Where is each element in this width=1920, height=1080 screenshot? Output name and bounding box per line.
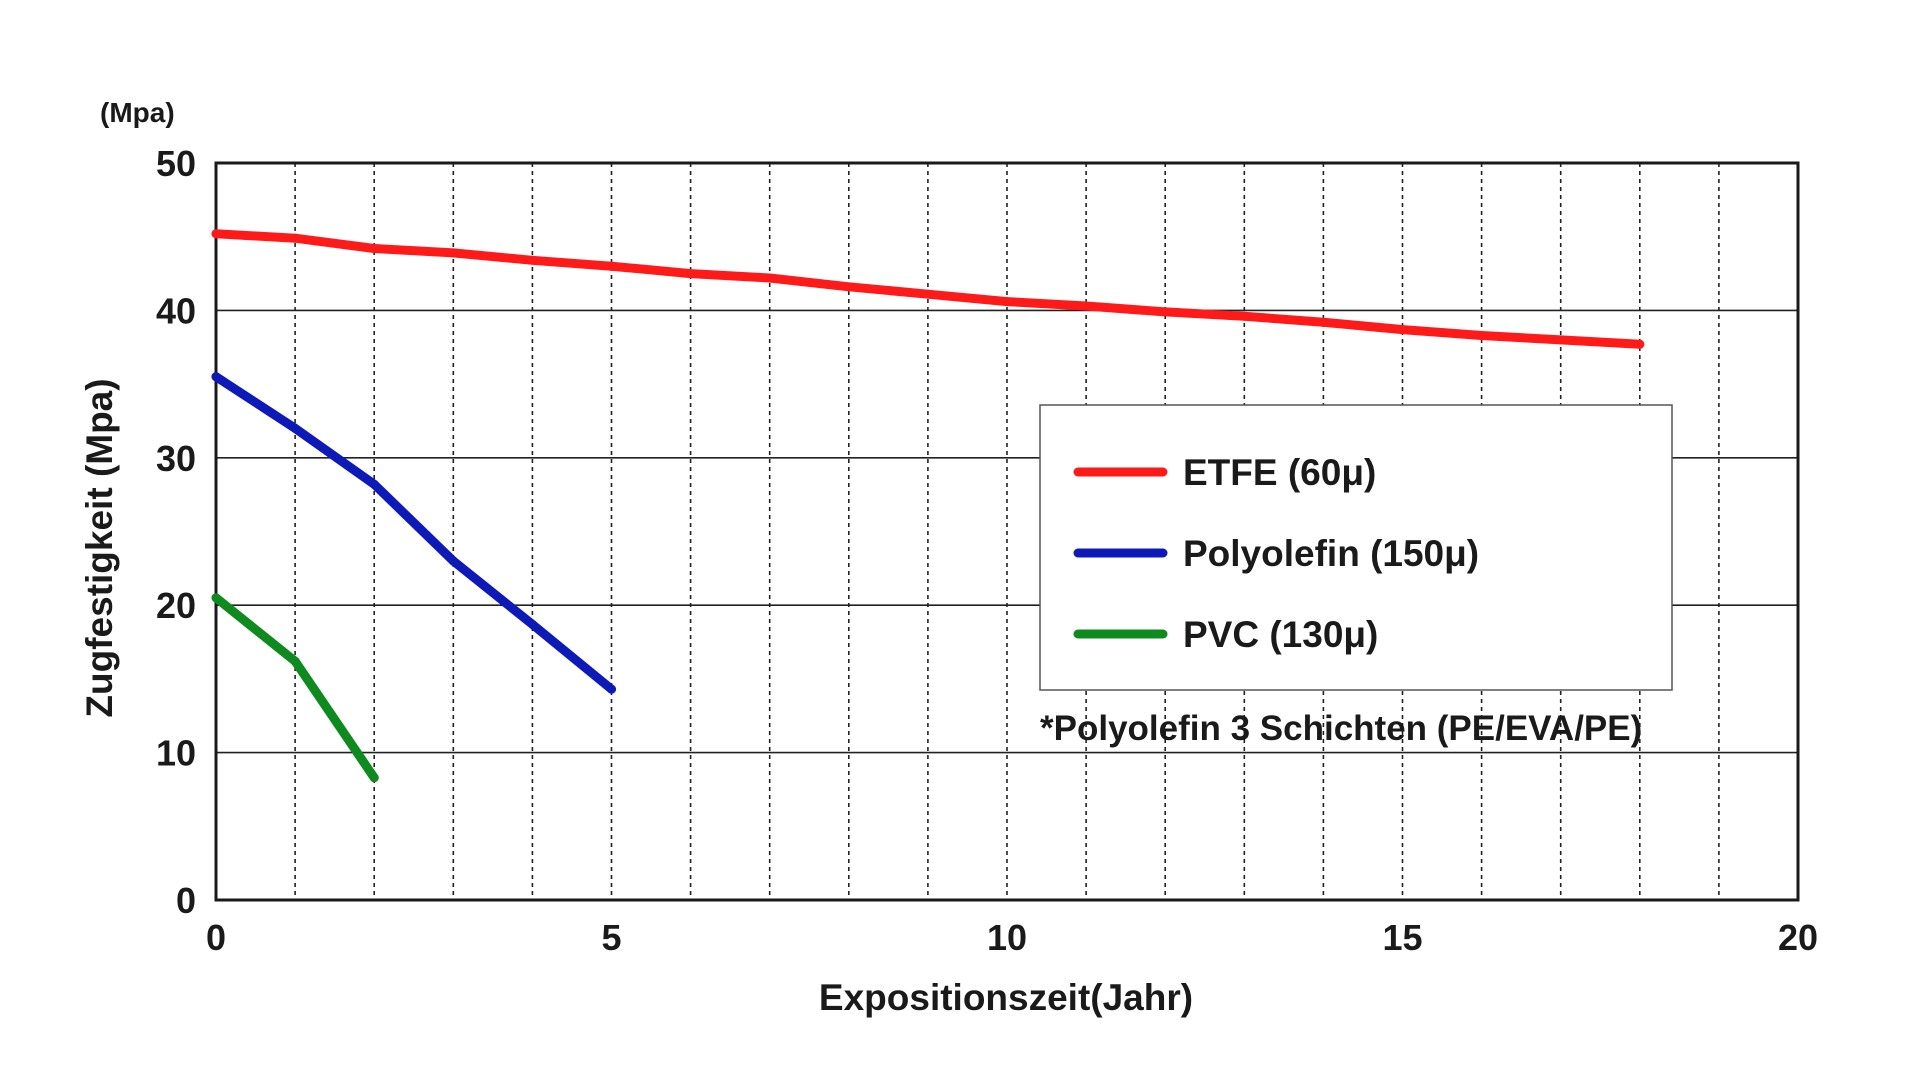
y-tick-label-40: 40 [156, 290, 196, 331]
legend-label-2: PVC (130μ) [1183, 614, 1378, 655]
series-0-point-4 [527, 255, 537, 265]
series-0-point-8 [844, 282, 854, 292]
y-tick-label-20: 20 [156, 585, 196, 626]
series-1-point-5 [607, 684, 616, 694]
series-0-point-18 [1635, 339, 1645, 349]
series-0-point-15 [1398, 325, 1407, 335]
series-0-point-17 [1556, 335, 1566, 345]
x-axis-title: Expositionszeit(Jahr) [819, 977, 1193, 1018]
series-1-point-3 [448, 556, 458, 566]
y-axis-unit-label: (Mpa) [100, 97, 175, 128]
x-tick-label-20: 20 [1778, 917, 1818, 958]
series-2-point-0 [211, 593, 221, 603]
series-0-point-16 [1477, 330, 1487, 340]
series-0-point-3 [448, 248, 458, 258]
series-line-1 [211, 372, 616, 694]
series-0-point-9 [923, 289, 933, 299]
series-1-point-4 [527, 619, 537, 629]
y-axis-title: Zugfestigkeit (Mpa) [79, 378, 120, 717]
legend-label-0: ETFE (60μ) [1183, 452, 1376, 493]
x-tick-label-5: 5 [601, 917, 621, 958]
series-0-point-13 [1239, 311, 1249, 321]
series-1-point-0 [211, 372, 221, 382]
series-0-point-0 [211, 229, 221, 239]
y-tick-label-10: 10 [156, 733, 196, 774]
y-tick-label-50: 50 [156, 143, 196, 184]
series-0-point-5 [607, 261, 616, 271]
series-2-point-2 [369, 773, 379, 783]
series-2-point-1 [290, 656, 300, 666]
legend: ETFE (60μ) Polyolefin (150μ) PVC (130μ) [1039, 404, 1673, 691]
legend-label-1: Polyolefin (150μ) [1183, 533, 1479, 574]
x-tick-label-0: 0 [206, 917, 226, 958]
series-0-point-6 [686, 269, 696, 279]
polyolefin-layers-note: *Polyolefin 3 Schichten (PE/EVA/PE) [1040, 709, 1642, 748]
y-tick-label-30: 30 [156, 438, 196, 479]
series-0-point-7 [765, 273, 775, 283]
series-1-point-1 [290, 423, 300, 433]
series-line-0 [211, 229, 1645, 349]
x-tick-label-15: 15 [1382, 917, 1422, 958]
x-tick-label-10: 10 [987, 917, 1027, 958]
series-1-point-2 [369, 479, 379, 489]
y-axis-ticks: 0 10 20 30 40 50 [156, 143, 196, 921]
x-axis-ticks: 0 5 10 15 20 [206, 917, 1818, 958]
series-0-point-14 [1318, 317, 1328, 327]
series-0-point-10 [1002, 297, 1012, 307]
y-tick-label-0: 0 [176, 880, 196, 921]
legend-box [1039, 404, 1673, 691]
plot-frame [214, 161, 1800, 902]
series-0-point-12 [1160, 307, 1170, 317]
series-0-point-2 [369, 243, 379, 253]
series-0-point-1 [290, 233, 300, 243]
series-layer [211, 229, 1645, 783]
series-0-point-11 [1081, 301, 1091, 311]
